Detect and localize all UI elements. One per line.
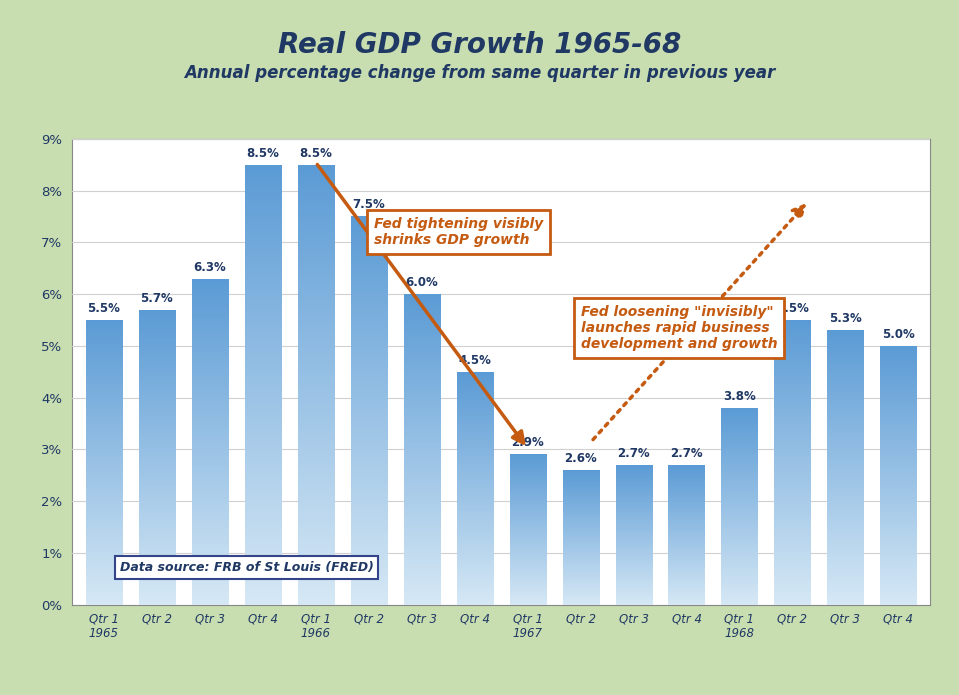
Text: Fed tightening visibly
shrinks GDP growth: Fed tightening visibly shrinks GDP growt… (374, 217, 543, 247)
Text: 8.5%: 8.5% (299, 147, 332, 160)
Text: 2.9%: 2.9% (511, 436, 544, 450)
Text: Data source: FRB of St Louis (FRED): Data source: FRB of St Louis (FRED) (120, 561, 373, 573)
Text: 2.6%: 2.6% (564, 452, 596, 465)
Text: 8.5%: 8.5% (246, 147, 279, 160)
Text: 7.5%: 7.5% (352, 199, 385, 211)
Text: Real GDP Growth 1965-68: Real GDP Growth 1965-68 (278, 31, 681, 59)
Text: 5.0%: 5.0% (882, 328, 915, 341)
Text: 6.3%: 6.3% (194, 261, 226, 274)
Text: 5.5%: 5.5% (87, 302, 120, 315)
Text: 5.5%: 5.5% (776, 302, 808, 315)
Text: 3.8%: 3.8% (723, 390, 756, 403)
Text: 5.7%: 5.7% (140, 292, 173, 304)
Text: 2.7%: 2.7% (618, 447, 650, 460)
Text: 5.3%: 5.3% (830, 312, 862, 325)
Text: 6.0%: 6.0% (406, 276, 438, 289)
Text: Annual percentage change from same quarter in previous year: Annual percentage change from same quart… (184, 64, 775, 82)
Text: 4.5%: 4.5% (458, 354, 491, 367)
Text: Fed loosening "invisibly"
launches rapid business
development and growth: Fed loosening "invisibly" launches rapid… (580, 304, 777, 351)
Text: 2.7%: 2.7% (670, 447, 703, 460)
